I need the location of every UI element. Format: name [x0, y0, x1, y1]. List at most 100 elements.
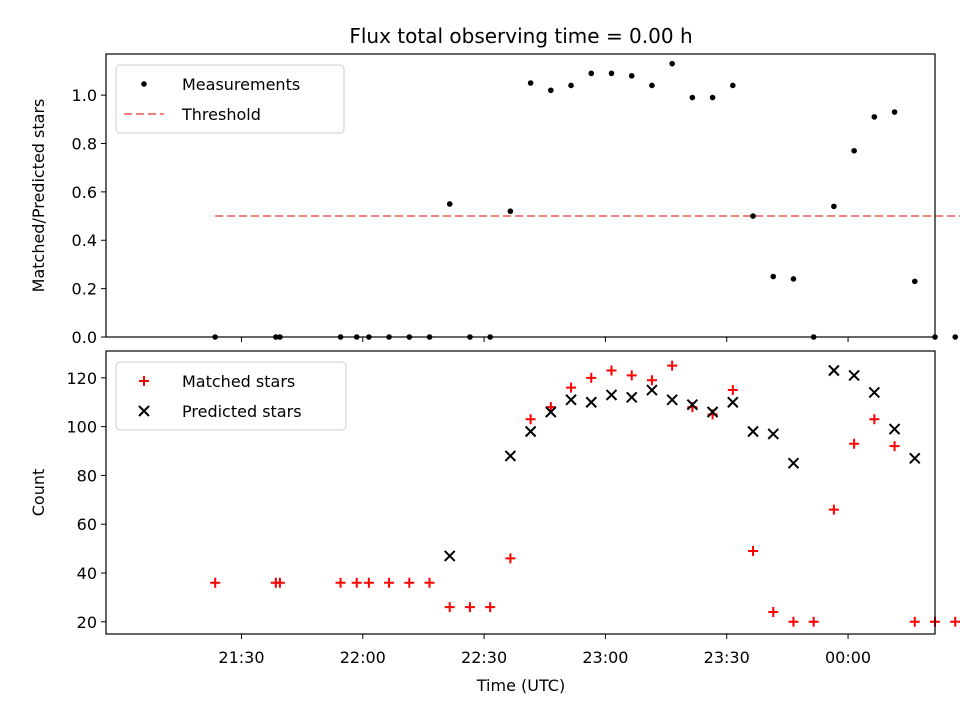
matched-stars-point-11 [485, 602, 496, 613]
predicted-stars-point-12 [727, 396, 739, 408]
matched-stars-point-26 [788, 616, 799, 627]
y-tick-label-1-5: 120 [66, 369, 97, 388]
predicted-stars-point-1 [504, 450, 517, 462]
matched-stars-point-20 [667, 360, 678, 371]
predicted-stars-point-4 [565, 394, 577, 406]
legend-marker-matched-stars [139, 376, 149, 386]
x-tick-label-1: 22:00 [340, 648, 386, 667]
matched-stars-point-16 [586, 372, 597, 383]
y-tick-label-1-4: 100 [66, 418, 97, 437]
measurements-point-14 [548, 87, 554, 94]
predicted-stars-point-9 [666, 394, 678, 406]
y-tick-label-1-1: 40 [77, 564, 97, 583]
y-tick-label-0-0: 0.0 [72, 328, 97, 347]
measurements-point-15 [568, 82, 574, 89]
matched-stars-point-24 [748, 546, 759, 557]
measurements-point-16 [588, 70, 595, 77]
predicted-stars-point-8 [646, 384, 658, 396]
matched-stars-point-7 [404, 577, 415, 588]
matched-stars-point-9 [444, 602, 455, 613]
count-panel: 20 40 60 80 100 120 21:30 22:00 22:30 23:00 23:30 0… [29, 350, 960, 667]
matched-stars-point-10 [464, 602, 475, 613]
y-axis-title-0: Matched/Predicted stars [29, 99, 48, 293]
measurements-point-26 [790, 276, 797, 282]
y-tick-label-1-0: 20 [77, 613, 97, 632]
predicted-stars-series [444, 364, 921, 562]
plot-frame-1 [105, 350, 936, 635]
predicted-stars-point-6 [605, 389, 618, 401]
x-tick-label-0: 21:30 [218, 648, 264, 667]
measurements-point-30 [871, 114, 878, 120]
predicted-stars-point-20 [909, 452, 921, 465]
matched-stars-point-30 [869, 414, 880, 425]
measurements-point-13 [527, 80, 534, 86]
legend-box-0 [115, 64, 345, 134]
measurements-series [212, 60, 959, 340]
matched-stars-point-23 [727, 385, 738, 396]
legend-1: Matched stars Predicted stars [115, 361, 347, 431]
y-tick-label-0-2: 0.4 [72, 231, 97, 250]
legend-marker-measurements [141, 81, 147, 87]
measurements-point-12 [507, 208, 514, 215]
matched-stars-point-2 [274, 577, 285, 588]
matched-stars-point-8 [424, 577, 435, 588]
x-tick-label-5: 00:00 [825, 648, 871, 667]
y-tick-label-0-3: 0.6 [72, 183, 97, 202]
matched-stars-point-27 [808, 616, 819, 627]
x-axis-title: Time (UTC) [476, 676, 565, 695]
measurements-point-17 [608, 70, 615, 77]
matched-stars-point-25 [768, 607, 779, 618]
matched-stars-point-6 [384, 577, 395, 588]
x-tick-label-3: 23:00 [582, 648, 628, 667]
matched-stars-point-15 [566, 382, 577, 393]
measurements-point-23 [730, 82, 736, 89]
plot-frame-0 [105, 53, 936, 338]
chart-title: Flux total observing time = 0.00 h [349, 24, 692, 48]
measurements-point-29 [851, 147, 857, 154]
measurements-point-24 [750, 213, 756, 219]
matched-stars-point-28 [828, 504, 839, 515]
predicted-stars-point-17 [848, 369, 860, 382]
legend-label-measurements: Measurements [182, 75, 300, 94]
measurements-point-25 [770, 273, 777, 280]
y-tick-label-0-5: 1.0 [72, 86, 97, 105]
matched-stars-point-32 [909, 616, 920, 627]
y-tick-label-1-2: 60 [77, 515, 97, 534]
predicted-stars-point-7 [625, 391, 638, 404]
matched-stars-point-17 [606, 365, 617, 376]
predicted-stars-point-16 [828, 364, 840, 377]
measurements-point-32 [911, 278, 918, 285]
measurements-point-9 [446, 201, 453, 207]
measurements-point-18 [628, 72, 635, 79]
predicted-stars-point-18 [868, 386, 881, 399]
matched-stars-point-0 [210, 577, 221, 588]
predicted-stars-point-2 [524, 425, 537, 438]
legend-marker-predicted-stars [138, 405, 150, 417]
matched-stars-point-13 [525, 414, 536, 425]
x-tick-label-2: 22:30 [461, 648, 507, 667]
measurements-point-20 [669, 60, 675, 67]
predicted-stars-point-0 [444, 550, 456, 562]
matched-stars-point-18 [626, 370, 637, 381]
legend-label-predicted-stars: Predicted stars [182, 402, 302, 421]
matched-stars-point-34 [950, 616, 960, 627]
matched-stars-point-14 [545, 402, 556, 413]
matched-stars-point-19 [646, 375, 657, 386]
measurements-point-22 [709, 94, 716, 101]
legend-box-1 [115, 361, 347, 431]
predicted-stars-point-11 [706, 406, 719, 418]
predicted-stars-point-14 [767, 428, 779, 440]
matched-stars-point-31 [889, 441, 900, 452]
measurements-point-31 [891, 109, 898, 115]
matched-stars-series [210, 360, 960, 627]
predicted-stars-point-15 [787, 457, 800, 469]
ratio-panel: 0.0 0.2 0.4 0.6 0.8 1.0 Matched/Predicted star… [29, 53, 960, 347]
measurements-point-19 [649, 82, 655, 89]
predicted-stars-point-19 [888, 423, 901, 435]
matched-stars-point-12 [505, 553, 516, 564]
measurements-point-34 [952, 334, 959, 340]
legend-0: Measurements Threshold [115, 64, 345, 134]
predicted-stars-point-5 [585, 396, 597, 408]
legend-label-matched-stars: Matched stars [182, 372, 295, 391]
